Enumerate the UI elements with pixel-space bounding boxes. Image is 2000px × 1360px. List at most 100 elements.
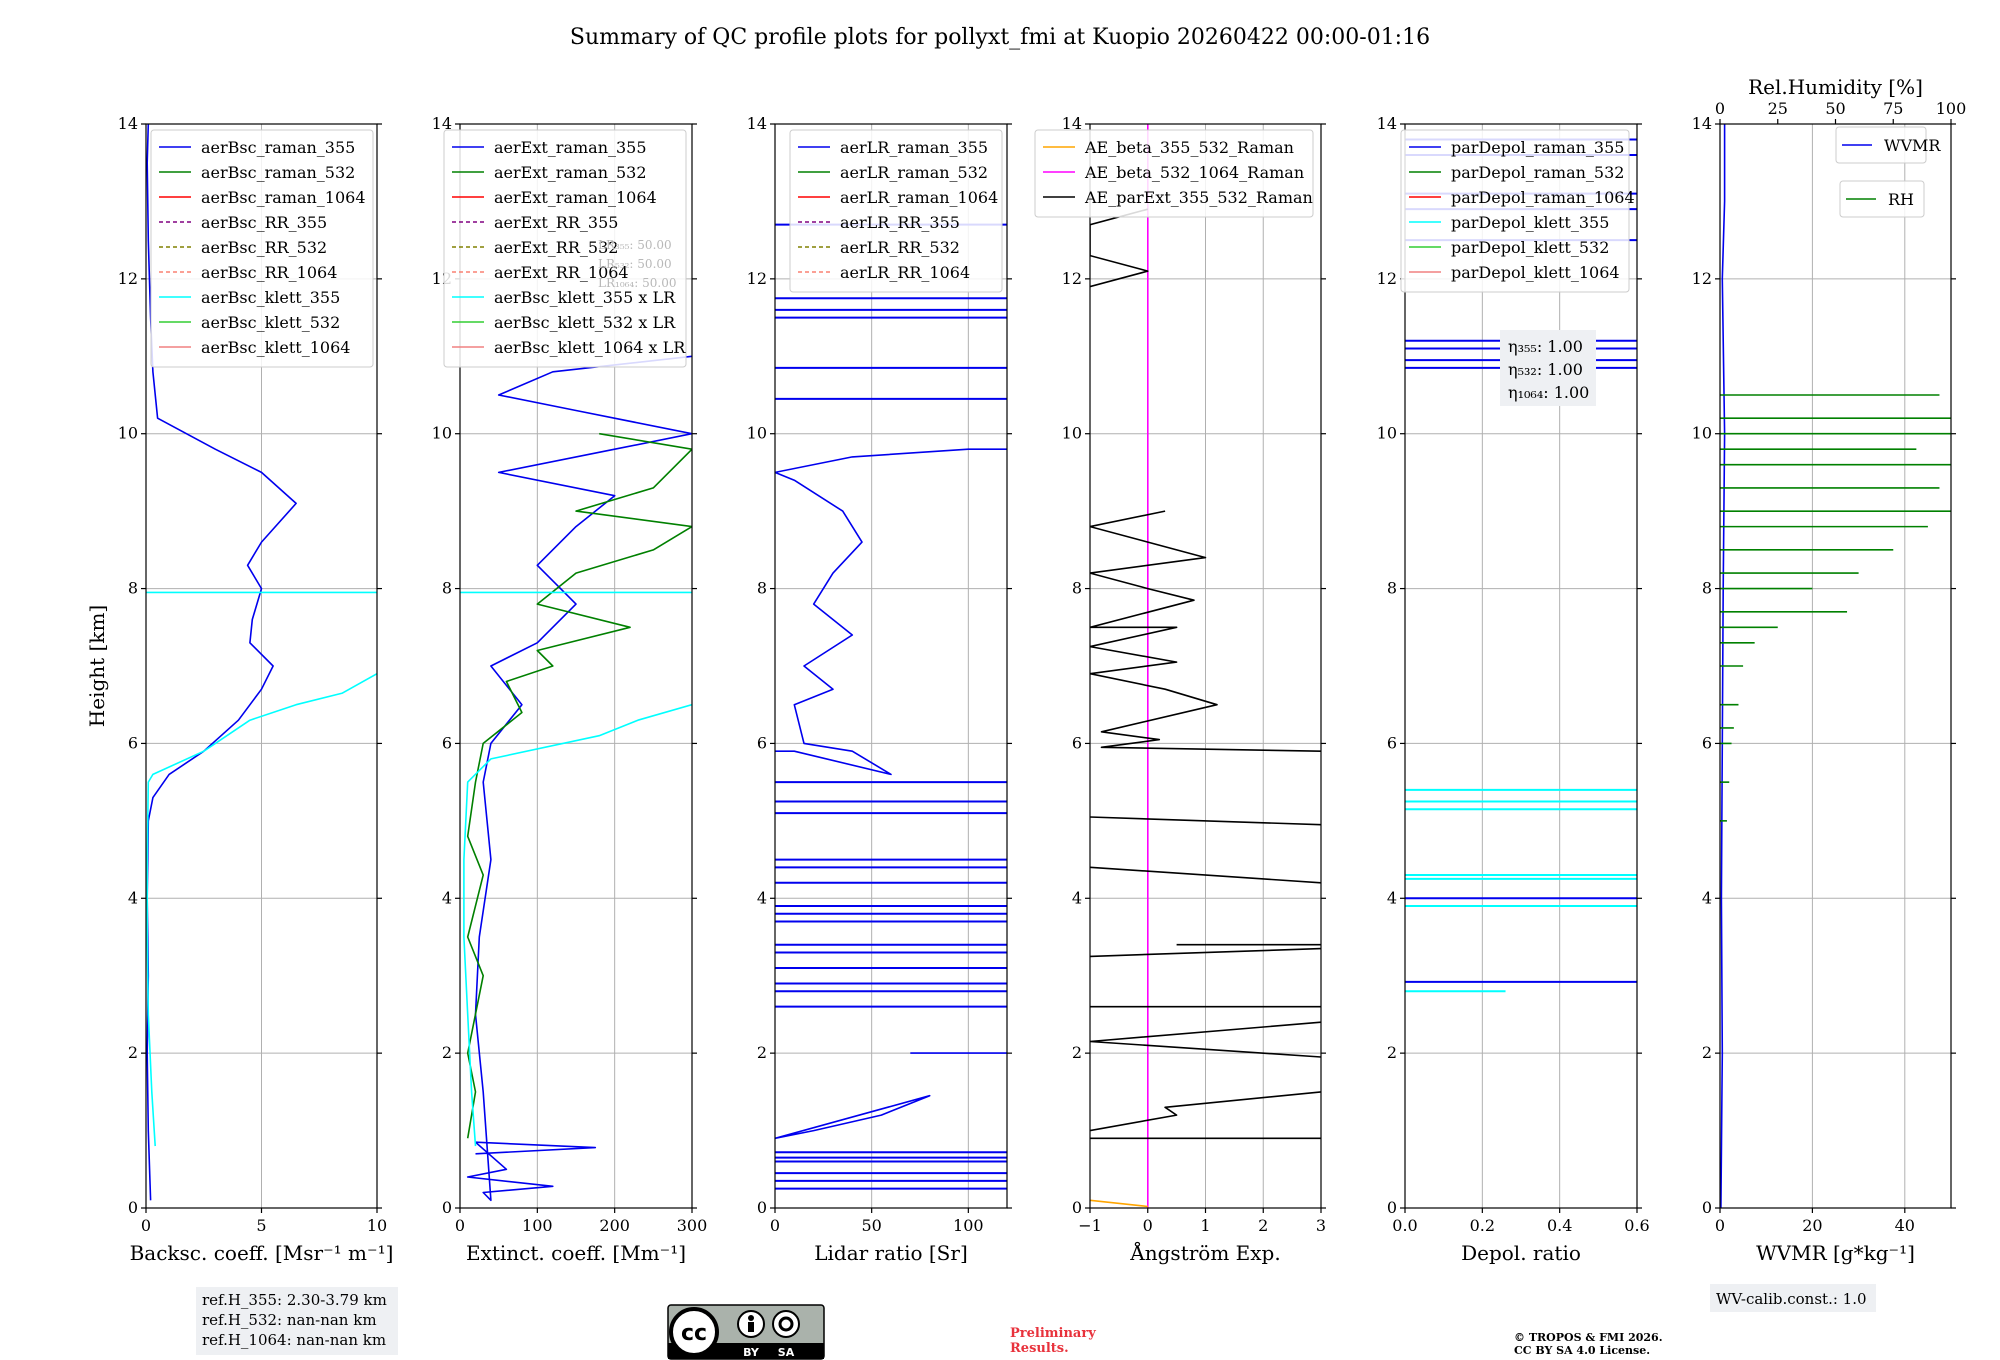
legend-entry: parDepol_raman_532 [1451,163,1624,182]
legend-entry: aerExt_raman_532 [494,163,647,182]
legend-entry: aerExt_raman_355 [494,138,647,157]
x-tick-label: 0 [455,1216,465,1235]
x-axis-label: Extinct. coeff. [Mm⁻¹] [466,1241,686,1265]
y-tick-label: 12 [747,269,767,288]
x-tick-label: 0 [1715,1216,1725,1235]
cc-license-badge[interactable]: cc BY SA [667,1304,825,1360]
axes-frame [774,123,1008,1209]
series-AE_parExt_355_532_Raman [1090,208,1149,288]
preliminary-line1: Preliminary [1010,1326,1096,1341]
x-axis-label: Lidar ratio [Sr] [814,1241,968,1265]
y-tick-label: 0 [128,1198,138,1217]
legend: aerBsc_raman_355 aerBsc_raman_532 aerBsc_r… [150,129,374,368]
y-tick-label: 8 [442,579,452,598]
x-axis-label: Backsc. coeff. [Msr⁻¹ m⁻¹] [130,1241,394,1265]
legend-box [1034,129,1314,218]
preliminary-line2: Results. [1010,1341,1069,1356]
series-aerLR_raman_355 [775,1094,931,1140]
x-tick-label: 200 [599,1216,630,1235]
lr-label: LR₁₀₆₄: 50.00 [598,276,676,290]
y-tick-label: 0 [1387,1198,1397,1217]
top-x-tick-label: 0 [1715,99,1725,118]
x-tick-label: 50 [861,1216,881,1235]
ref-height-label: ref.H_532: nan-nan km [202,1311,377,1329]
y-tick-label: 14 [1377,114,1397,133]
legend: WVMR RH [1835,126,1941,218]
x-tick-label: 5 [256,1216,266,1235]
legend-entry: aerBsc_raman_532 [201,163,355,182]
y-tick-label: 4 [1072,888,1082,907]
series-aerExt_raman_532 [466,432,692,1139]
legend-entry: aerBsc_RR_355 [201,213,327,232]
series-AE_parExt_355_532_Raman [1090,816,1321,826]
y-tick-label: 2 [128,1043,138,1062]
y-tick-label: 2 [1387,1043,1397,1062]
eta-box [1500,330,1596,406]
series-AE_parExt_355_532_Raman [1090,510,1321,752]
y-tick-label: 6 [1387,733,1397,752]
x-tick-label: 0 [141,1216,151,1235]
y-tick-label: 10 [1062,424,1082,443]
legend: parDepol_raman_355 parDepol_raman_532 parD… [1400,129,1635,293]
y-tick-label: 8 [1702,579,1712,598]
y-tick-label: 0 [1072,1198,1082,1217]
x-tick-label: 0.4 [1547,1216,1572,1235]
y-tick-label: 4 [1702,888,1712,907]
y-tick-label: 10 [1692,424,1712,443]
y-tick-label: 14 [747,114,767,133]
x-tick-label: 300 [677,1216,708,1235]
sa-recycle-icon [772,1310,800,1338]
cc-sa-label: SA [778,1346,795,1359]
y-tick-label: 2 [1702,1043,1712,1062]
legend: aerExt_raman_355 aerExt_raman_532 aerExt_r… [443,129,687,368]
y-tick-label: 10 [432,424,452,443]
y-tick-label: 12 [1692,269,1712,288]
y-tick-label: 6 [128,733,138,752]
legend-box [1839,180,1925,218]
legend-entry: aerBsc_raman_355 [201,138,355,157]
y-tick-label: 8 [1072,579,1082,598]
y-tick-label: 14 [118,114,138,133]
sa-recycle-arc [778,1316,794,1332]
y-tick-label: 0 [1702,1198,1712,1217]
y-tick-label: 8 [128,579,138,598]
x-tick-label: 1 [1200,1216,1210,1235]
panel-lidar_ratio: 0 2 4 6 8 10 12 14 0 50 100 Lidar ratio [Sr] aerLR_r… [747,114,1012,1265]
figure-title: Summary of QC profile plots for pollyxt_… [570,25,1430,50]
y-tick-label: 6 [757,733,767,752]
y-tick-label: 6 [1072,733,1082,752]
top-x-tick-label: 75 [1883,99,1903,118]
x-tick-label: 10 [367,1216,387,1235]
eta-label: η₁₀₆₄: 1.00 [1508,383,1589,402]
x-tick-label: 100 [522,1216,553,1235]
series-AE_parExt_355_532_Raman [1090,1021,1321,1058]
data-layer [460,355,692,1202]
y-tick-label: 6 [1702,733,1712,752]
y-tick-label: 2 [442,1043,452,1062]
series-AE_parExt_355_532_Raman [1090,1091,1321,1132]
y-tick-label: 12 [118,269,138,288]
legend-entry: aerBsc_RR_1064 [201,263,337,282]
y-tick-label: 10 [1377,424,1397,443]
y-axis-label: Height [km] [85,605,109,727]
by-person-head [748,1315,754,1321]
cc-by-label: BY [743,1346,760,1359]
series-AE_parExt_355_532_Raman [1090,947,1321,958]
axes-frame [1719,123,1952,1209]
series-aerBsc_klett_355 [146,673,377,1147]
legend-entry: aerExt_RR_532 [494,238,618,257]
x-tick-label: 0.6 [1624,1216,1649,1235]
cc-icon-text: cc [681,1321,707,1346]
legend-entry: aerExt_RR_1064 [494,263,629,282]
series-AE_parExt_355_532_Raman [1090,866,1321,884]
legend-box [789,129,1003,293]
legend-entry: AE_parExt_355_532_Raman [1084,188,1313,207]
legend-entry: aerExt_RR_355 [494,213,618,232]
legend-box [443,129,687,368]
legend-entry: AE_beta_355_532_Raman [1084,138,1294,157]
data-layer [775,223,1007,1190]
